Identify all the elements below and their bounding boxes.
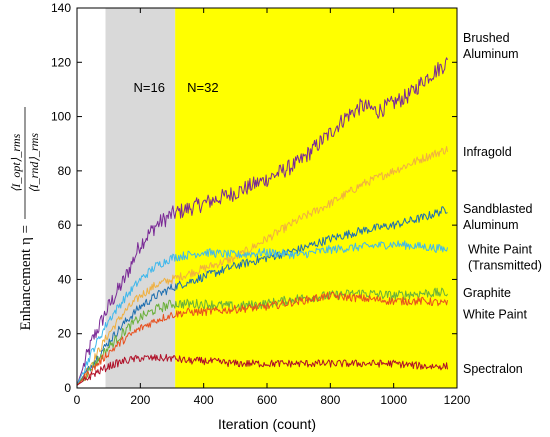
y-tick-label: 60 — [58, 218, 72, 232]
series-label-white-paint: White Paint — [463, 308, 527, 322]
y-tick-label: 80 — [58, 164, 72, 178]
y-tick-label: 100 — [51, 110, 71, 124]
series-label-line: Sandblasted — [463, 202, 533, 216]
series-label-line: White Paint — [468, 243, 532, 257]
y-axis-label: Enhancement η = ⟨I_opt⟩_rms ⟨I_rnd⟩_rms — [9, 107, 41, 330]
series-line-white-paint-transmitted- — [76, 240, 448, 386]
series-line-brushed-aluminum — [76, 57, 448, 386]
y-axis-label-numerator: ⟨I_opt⟩_rms — [9, 133, 23, 192]
x-tick-label: 800 — [320, 393, 340, 407]
series-label-line: (Transmitted) — [468, 259, 542, 273]
series-label-line: Brushed — [463, 31, 510, 45]
x-tick-label: 400 — [194, 393, 214, 407]
x-tick-label: 0 — [74, 393, 81, 407]
series-label-white-paint-transmitted-: White Paint (Transmitted) — [468, 243, 542, 273]
series-label-infragold: Infragold — [463, 145, 512, 159]
x-axis-ticks: 0 200 400 600 800 1000 1200 — [74, 8, 471, 407]
series-label-line: Spectralon — [463, 362, 523, 376]
series-label-line: Graphite — [463, 286, 511, 300]
y-tick-label: 40 — [58, 272, 72, 286]
series-labels: Brushed Aluminum Infragold Sandblasted Alumi… — [463, 31, 542, 376]
series-line-white-paint — [76, 291, 448, 386]
y-axis-ticks: 0 20 40 60 80 100 120 140 — [51, 1, 457, 395]
region-n-32 — [175, 8, 457, 388]
y-axis-label-prefix: Enhancement η = — [18, 225, 34, 330]
series-label-spectralon: Spectralon — [463, 362, 523, 376]
x-tick-label: 1000 — [380, 393, 407, 407]
series-label-brushed-aluminum: Brushed Aluminum — [463, 31, 519, 61]
region-label-n-32: N=32 — [187, 80, 218, 95]
series-line-spectralon — [76, 353, 448, 386]
series-line-sandblasted-aluminum — [76, 206, 448, 386]
series-label-line: White Paint — [463, 308, 527, 322]
y-tick-label: 140 — [51, 1, 71, 15]
series-label-sandblasted-aluminum: Sandblasted Aluminum — [463, 202, 533, 232]
x-tick-label: 200 — [130, 393, 150, 407]
y-tick-label: 20 — [58, 327, 72, 341]
region-label-n-16: N=16 — [134, 80, 165, 95]
y-tick-label: 0 — [64, 381, 71, 395]
series-label-graphite: Graphite — [463, 286, 511, 300]
series-label-line: Aluminum — [463, 218, 519, 232]
x-tick-label: 1200 — [444, 393, 471, 407]
x-tick-label: 600 — [257, 393, 277, 407]
region-n-16 — [105, 8, 176, 388]
series-label-line: Aluminum — [463, 47, 519, 61]
series-lines — [76, 57, 448, 386]
region-labels: N=16 N=32 — [134, 80, 219, 95]
y-axis-label-denominator: ⟨I_rnd⟩_rms — [27, 133, 41, 193]
series-line-infragold — [76, 146, 448, 386]
x-axis-label: Iteration (count) — [218, 416, 316, 432]
series-label-line: Infragold — [463, 145, 512, 159]
y-tick-label: 120 — [51, 55, 71, 69]
region-shading — [105, 8, 457, 388]
